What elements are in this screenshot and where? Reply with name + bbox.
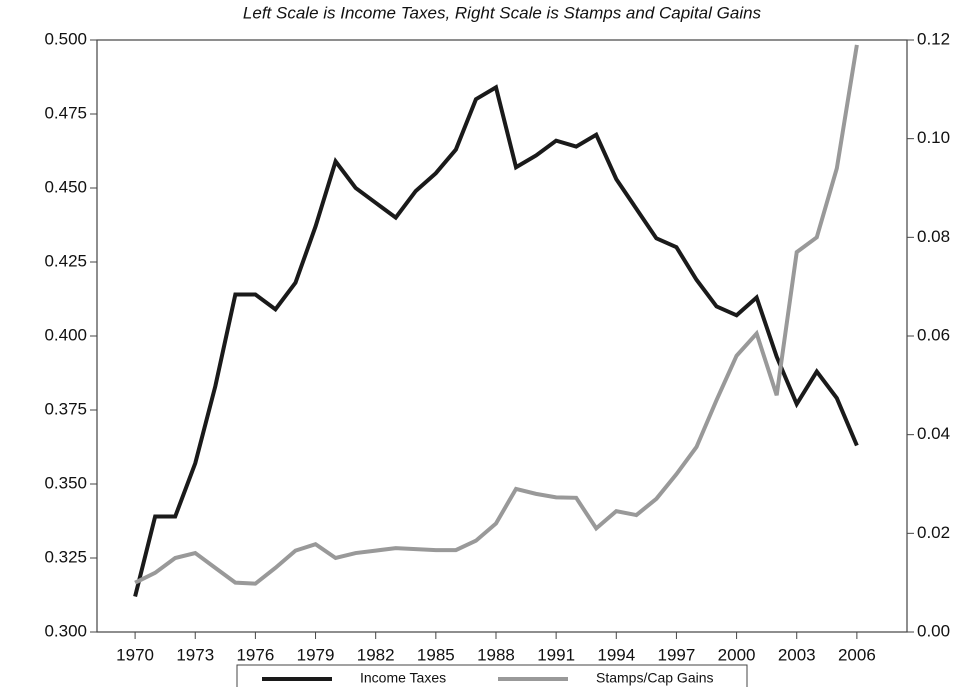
x-tick-label: 2000 [718,645,756,664]
x-tick-label: 1973 [176,645,214,664]
legend-label: Stamps/Cap Gains [596,670,714,686]
x-tick-label: 1991 [537,645,575,664]
y2-tick-label: 0.12 [917,29,950,48]
y-tick-label: 0.500 [44,29,87,48]
chart-title: Left Scale is Income Taxes, Right Scale … [243,3,762,22]
x-tick-label: 1994 [597,645,635,664]
y-tick-label: 0.425 [44,251,87,270]
y-tick-label: 0.450 [44,177,87,196]
x-tick-label: 2006 [838,645,876,664]
legend-label: Income Taxes [360,670,446,686]
y2-tick-label: 0.04 [917,424,950,443]
series-line [134,44,859,586]
x-tick-label: 1982 [357,645,395,664]
x-tick-label: 1985 [417,645,455,664]
y-tick-label: 0.325 [44,547,87,566]
y-tick-label: 0.300 [44,621,87,640]
x-tick-label: 1988 [477,645,515,664]
x-tick-label: 1970 [116,645,154,664]
y2-tick-label: 0.02 [917,523,950,542]
y-tick-label: 0.375 [44,399,87,418]
legend-box [236,664,748,687]
y-tick-label: 0.400 [44,325,87,344]
x-tick-label: 1997 [658,645,696,664]
y2-tick-label: 0.08 [917,227,950,246]
y-tick-label: 0.350 [44,473,87,492]
y2-tick-label: 0.06 [917,325,950,344]
x-tick-label: 1976 [236,645,274,664]
x-tick-label: 2003 [778,645,816,664]
y2-tick-label: 0.00 [917,621,950,640]
y2-tick-label: 0.10 [917,128,950,147]
series-line [133,84,859,597]
x-tick-label: 1979 [297,645,335,664]
y-tick-label: 0.475 [44,103,87,122]
